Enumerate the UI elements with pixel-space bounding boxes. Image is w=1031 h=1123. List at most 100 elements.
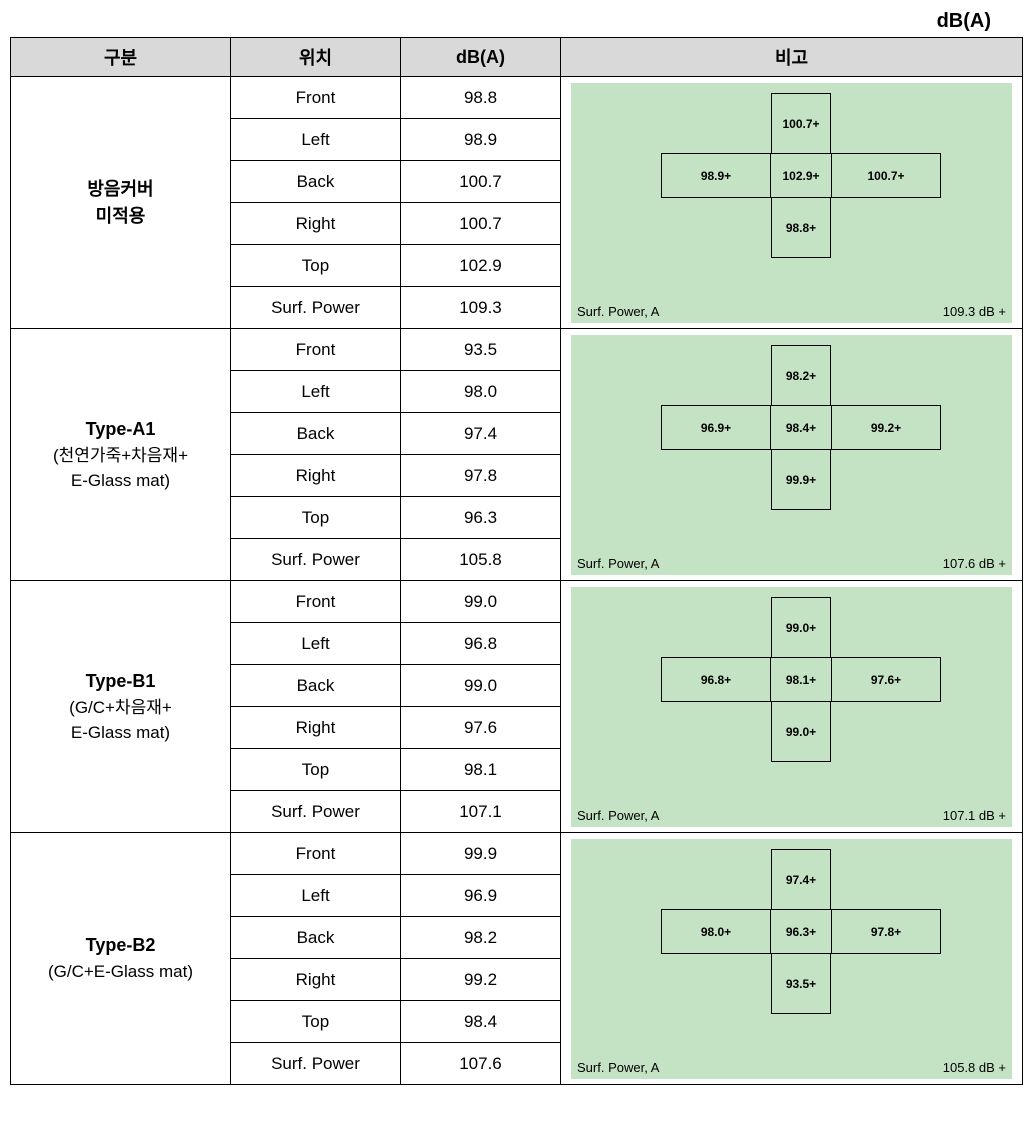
value-cell: 98.9 [401, 119, 561, 161]
footer-right-value: 109.3 dB + [943, 304, 1006, 319]
value-cell: 99.0 [401, 581, 561, 623]
diagram-wrap: 97.4+98.0+96.3+97.8+93.5+Surf. Power, A1… [571, 839, 1012, 1079]
group-subtitle: (천연가죽+차음재+E-Glass mat) [19, 443, 222, 494]
unfolded-box-diagram: 99.0+96.8+98.1+97.6+99.0+Surf. Power, A1… [571, 587, 1012, 827]
value-cell: 107.6 [401, 1043, 561, 1085]
position-cell: Top [231, 1001, 401, 1043]
value-cell: 93.5 [401, 329, 561, 371]
panel-left: 98.9+ [661, 153, 771, 198]
panel-top: 100.7+ [771, 93, 831, 153]
position-cell: Front [231, 77, 401, 119]
value-cell: 98.2 [401, 917, 561, 959]
value-cell: 97.6 [401, 707, 561, 749]
footer-right-value: 107.1 dB + [943, 808, 1006, 823]
position-cell: Right [231, 959, 401, 1001]
th-remark: 비고 [561, 38, 1023, 77]
diagram-wrap: 100.7+98.9+102.9+100.7+98.8+Surf. Power,… [571, 83, 1012, 323]
position-cell: Left [231, 623, 401, 665]
position-cell: Top [231, 497, 401, 539]
value-cell: 97.8 [401, 455, 561, 497]
diagram-cell: 97.4+98.0+96.3+97.8+93.5+Surf. Power, A1… [561, 833, 1023, 1085]
diagram-footer: Surf. Power, A 109.3 dB + [577, 304, 1006, 319]
value-cell: 99.0 [401, 665, 561, 707]
position-cell: Back [231, 413, 401, 455]
panel-left: 98.0+ [661, 909, 771, 954]
panel-bottom: 99.9+ [771, 450, 831, 510]
table-row: Type-B2(G/C+E-Glass mat)Front99.997.4+98… [11, 833, 1023, 875]
position-cell: Back [231, 161, 401, 203]
panel-right: 97.8+ [831, 909, 941, 954]
group-cell: Type-B1(G/C+차음재+E-Glass mat) [11, 581, 231, 833]
panel-bottom: 93.5+ [771, 954, 831, 1014]
value-cell: 96.9 [401, 875, 561, 917]
value-cell: 100.7 [401, 161, 561, 203]
value-cell: 100.7 [401, 203, 561, 245]
value-cell: 105.8 [401, 539, 561, 581]
diagram-footer: Surf. Power, A107.6 dB + [577, 556, 1006, 571]
diagram-wrap: 98.2+96.9+98.4+99.2+99.9+Surf. Power, A1… [571, 335, 1012, 575]
unfolded-box-diagram: 100.7+98.9+102.9+100.7+98.8+Surf. Power,… [571, 83, 1012, 323]
group-title: Type-A1 [19, 416, 222, 443]
group-title: 방음커버미적용 [19, 176, 222, 230]
footer-right-value: 105.8 dB + [943, 1060, 1006, 1075]
group-subtitle: (G/C+E-Glass mat) [19, 959, 222, 985]
panel-top: 97.4+ [771, 849, 831, 909]
diagram-cell: 98.2+96.9+98.4+99.2+99.9+Surf. Power, A1… [561, 329, 1023, 581]
panel-bottom: 98.8+ [771, 198, 831, 258]
unfolded-box-diagram: 98.2+96.9+98.4+99.2+99.9+Surf. Power, A1… [571, 335, 1012, 575]
footer-right-value: 107.6 dB + [943, 556, 1006, 571]
diagram-cell: 99.0+96.8+98.1+97.6+99.0+Surf. Power, A1… [561, 581, 1023, 833]
position-cell: Front [231, 581, 401, 623]
value-cell: 98.8 [401, 77, 561, 119]
position-cell: Left [231, 371, 401, 413]
table-row: Type-A1(천연가죽+차음재+E-Glass mat)Front93.598… [11, 329, 1023, 371]
value-cell: 109.3 [401, 287, 561, 329]
position-cell: Front [231, 329, 401, 371]
panel-center: 98.1+ [771, 657, 831, 702]
position-cell: Surf. Power [231, 539, 401, 581]
position-cell: Top [231, 245, 401, 287]
value-cell: 98.4 [401, 1001, 561, 1043]
th-category: 구분 [11, 38, 231, 77]
position-cell: Right [231, 203, 401, 245]
position-cell: Back [231, 917, 401, 959]
value-cell: 98.0 [401, 371, 561, 413]
value-cell: 99.2 [401, 959, 561, 1001]
footer-left-label: Surf. Power, A [577, 304, 659, 319]
group-title: Type-B1 [19, 668, 222, 695]
footer-left-label: Surf. Power, A [577, 1060, 659, 1075]
table-row: Type-B1(G/C+차음재+E-Glass mat)Front99.099.… [11, 581, 1023, 623]
position-cell: Left [231, 119, 401, 161]
panel-top: 98.2+ [771, 345, 831, 405]
table-header-row: 구분 위치 dB(A) 비고 [11, 38, 1023, 77]
unfolded-box-diagram: 97.4+98.0+96.3+97.8+93.5+Surf. Power, A1… [571, 839, 1012, 1079]
group-cell: Type-B2(G/C+E-Glass mat) [11, 833, 231, 1085]
position-cell: Left [231, 875, 401, 917]
position-cell: Top [231, 749, 401, 791]
position-cell: Surf. Power [231, 791, 401, 833]
panel-right: 99.2+ [831, 405, 941, 450]
value-cell: 96.8 [401, 623, 561, 665]
diagram-wrap: 99.0+96.8+98.1+97.6+99.0+Surf. Power, A1… [571, 587, 1012, 827]
position-cell: Right [231, 455, 401, 497]
value-cell: 97.4 [401, 413, 561, 455]
position-cell: Back [231, 665, 401, 707]
group-subtitle: (G/C+차음재+E-Glass mat) [19, 695, 222, 746]
panel-top: 99.0+ [771, 597, 831, 657]
position-cell: Surf. Power [231, 1043, 401, 1085]
value-cell: 107.1 [401, 791, 561, 833]
value-cell: 96.3 [401, 497, 561, 539]
value-cell: 102.9 [401, 245, 561, 287]
position-cell: Front [231, 833, 401, 875]
th-position: 위치 [231, 38, 401, 77]
value-cell: 99.9 [401, 833, 561, 875]
value-cell: 98.1 [401, 749, 561, 791]
position-cell: Surf. Power [231, 287, 401, 329]
diagram-cell: 100.7+98.9+102.9+100.7+98.8+Surf. Power,… [561, 77, 1023, 329]
panel-bottom: 99.0+ [771, 702, 831, 762]
panel-left: 96.8+ [661, 657, 771, 702]
panel-center: 98.4+ [771, 405, 831, 450]
group-cell: Type-A1(천연가죽+차음재+E-Glass mat) [11, 329, 231, 581]
table-row: 방음커버미적용Front98.8100.7+98.9+102.9+100.7+9… [11, 77, 1023, 119]
panel-right: 97.6+ [831, 657, 941, 702]
